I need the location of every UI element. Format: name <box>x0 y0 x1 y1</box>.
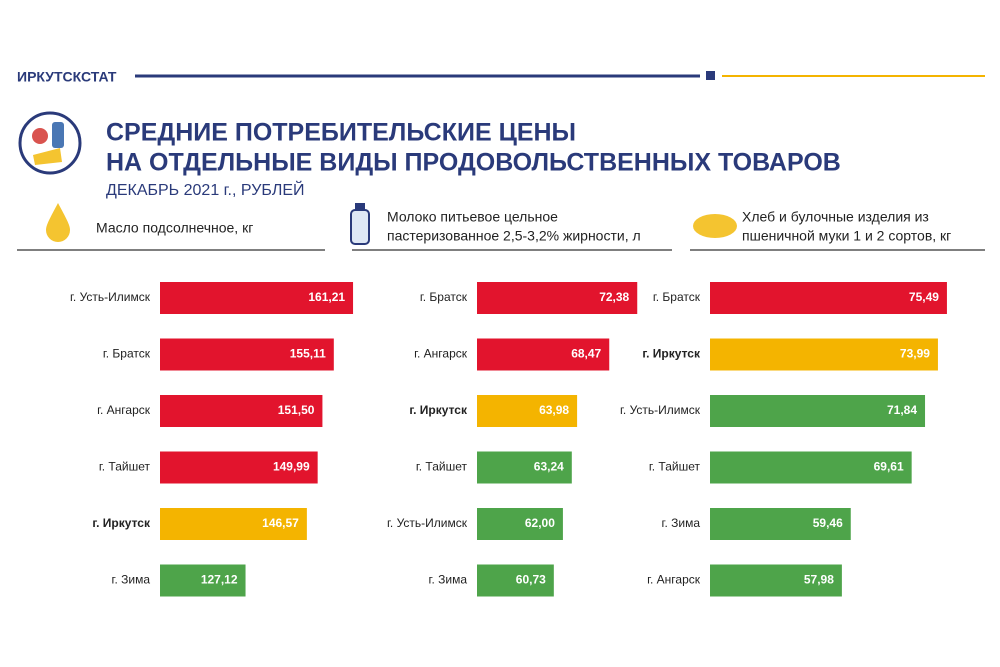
agency: ИРКУТСКСТАТ <box>17 69 117 85</box>
value-label: 127,12 <box>201 573 238 587</box>
bar <box>160 564 246 597</box>
category-label: г. Тайшет <box>649 460 701 474</box>
bar <box>710 338 938 371</box>
category-label: г. Зима <box>112 573 151 587</box>
value-label: 72,38 <box>599 290 629 304</box>
value-label: 149,99 <box>273 460 310 474</box>
subtitle: ДЕКАБРЬ 2021 г., РУБЛЕЙ <box>106 180 305 199</box>
bar <box>477 395 578 427</box>
category-label: г. Братск <box>653 290 701 304</box>
category-label: г. Ангарск <box>414 347 468 361</box>
category-label: г. Зима <box>429 573 468 587</box>
value-label: 63,24 <box>534 460 564 474</box>
panel-title: Масло подсолнечное, кг <box>96 220 253 236</box>
bar <box>160 395 323 427</box>
panel-title: пшеничной муки 1 и 2 сортов, кг <box>742 228 951 244</box>
value-label: 69,61 <box>874 460 904 474</box>
bar <box>160 508 307 540</box>
bread-icon <box>693 214 737 238</box>
title-line: НА ОТДЕЛЬНЫЕ ВИДЫ ПРОДОВОЛЬСТВЕННЫХ ТОВА… <box>106 149 841 177</box>
value-label: 59,46 <box>813 516 843 530</box>
category-label: г. Ангарск <box>97 403 151 417</box>
milk-icon <box>350 203 370 245</box>
rule-square <box>706 71 715 80</box>
bar <box>710 282 947 314</box>
title-line: СРЕДНИЕ ПОТРЕБИТЕЛЬСКИЕ ЦЕНЫ <box>106 119 576 147</box>
bar <box>477 282 638 314</box>
category-label: г. Тайшет <box>99 460 151 474</box>
bar <box>710 564 842 597</box>
bar <box>710 451 912 484</box>
category-label: г. Усть-Илимск <box>70 290 151 304</box>
panel-title: Молоко питьевое цельное <box>387 209 558 225</box>
bar <box>477 508 563 540</box>
bar <box>477 451 572 484</box>
value-label: 155,11 <box>290 347 326 361</box>
value-label: 75,49 <box>909 290 939 304</box>
value-label: 161,21 <box>308 290 345 304</box>
value-label: 151,50 <box>278 403 315 417</box>
category-label: г. Усть-Илимск <box>620 403 701 417</box>
bar <box>710 508 851 540</box>
category-label: г. Зима <box>662 516 701 530</box>
category-label: г. Иркутск <box>92 516 151 530</box>
oil-icon <box>46 203 70 242</box>
category-label: г. Братск <box>103 347 151 361</box>
panel-title: пастеризованное 2,5-3,2% жирности, л <box>387 228 641 244</box>
category-label: г. Усть-Илимск <box>387 516 468 530</box>
value-label: 57,98 <box>804 573 834 587</box>
category-label: г. Иркутск <box>409 403 468 417</box>
logo-icon <box>18 111 82 175</box>
category-label: г. Иркутск <box>642 347 701 361</box>
bar <box>477 564 554 597</box>
bar <box>160 338 334 371</box>
bar <box>160 451 318 484</box>
value-label: 146,57 <box>262 516 299 530</box>
bar <box>160 282 354 314</box>
category-label: г. Тайшет <box>416 460 468 474</box>
category-label: г. Братск <box>420 290 468 304</box>
value-label: 71,84 <box>887 403 917 417</box>
bar <box>710 395 926 427</box>
value-label: 73,99 <box>900 347 930 361</box>
value-label: 63,98 <box>539 403 569 417</box>
value-label: 60,73 <box>516 573 546 587</box>
value-label: 68,47 <box>571 347 601 361</box>
category-label: г. Ангарск <box>647 573 701 587</box>
bar <box>477 338 610 371</box>
panel-title: Хлеб и булочные изделия из <box>742 209 929 225</box>
value-label: 62,00 <box>525 516 555 530</box>
